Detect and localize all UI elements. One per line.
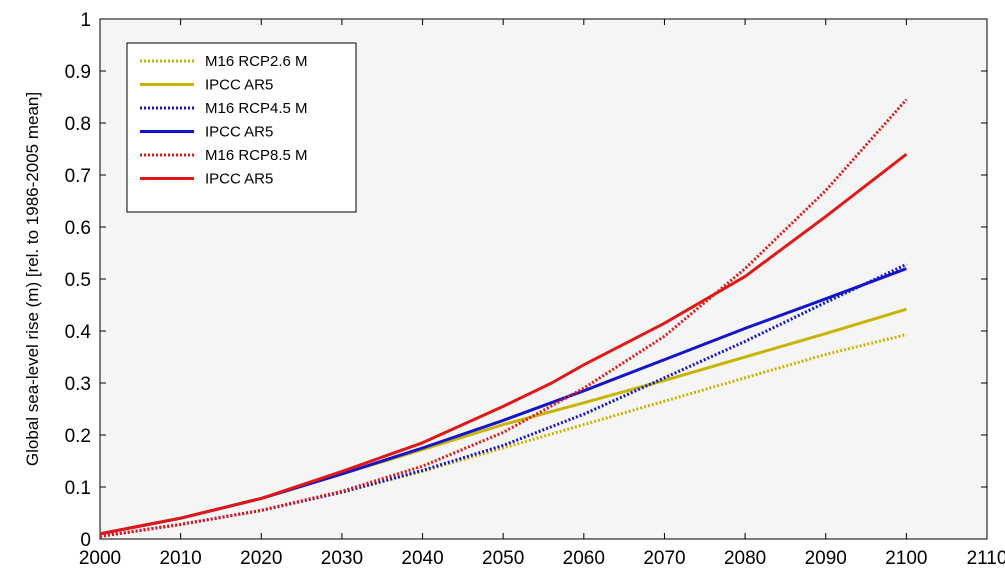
x-tick-label: 2040 [401, 548, 443, 569]
legend-entry-label: M16 RCP2.6 M [205, 53, 308, 70]
x-tick-label: 2050 [482, 548, 524, 569]
axis-ticks: 2000 2010 2020 2030 2040 2050 2060 2070 2080 2090… [65, 10, 1005, 569]
x-tick-label: 2090 [805, 548, 847, 569]
x-tick-label: 2080 [724, 548, 766, 569]
x-tick-label: 2030 [321, 548, 363, 569]
x-tick-label: 2020 [240, 548, 282, 569]
series-line-5 [99, 98, 908, 538]
x-tick-label: 2070 [643, 548, 685, 569]
y-tick-label: 0.3 [65, 374, 91, 395]
y-axis-label: Global sea-level rise (m) [rel. to 1986-… [23, 92, 42, 466]
y-tick-label: 1 [80, 10, 91, 31]
legend-entry-label: M16 RCP4.5 M [205, 100, 308, 117]
series-line-6 [99, 153, 908, 536]
y-tick-label: 0.5 [65, 270, 91, 291]
x-tick-label: 2100 [885, 548, 927, 569]
y-tick-label: 0.8 [65, 114, 91, 135]
series-group [99, 98, 908, 538]
x-tick-label: 2010 [159, 548, 201, 569]
legend-entry-label: IPCC AR5 [205, 171, 273, 188]
legend-box [126, 42, 357, 213]
y-tick-label: 0 [80, 530, 91, 551]
x-tick-label: 2110 [967, 548, 1005, 569]
legend: M16 RCP2.6 M IPCC AR5 M16 RCP4.5 M IPCC AR5… [126, 42, 357, 213]
x-tick-label: 2000 [79, 548, 121, 569]
legend-entry-label: IPCC AR5 [205, 124, 273, 141]
legend-entry-label: IPCC AR5 [205, 77, 273, 94]
y-tick-label: 0.4 [65, 322, 92, 343]
legend-entry-label: M16 RCP8.5 M [205, 147, 308, 164]
x-tick-label: 2060 [563, 548, 605, 569]
y-tick-label: 0.9 [65, 62, 91, 83]
y-tick-label: 0.1 [65, 478, 91, 499]
y-tick-label: 0.6 [65, 218, 91, 239]
y-tick-label: 0.7 [65, 166, 91, 187]
y-tick-label: 0.2 [65, 426, 91, 447]
